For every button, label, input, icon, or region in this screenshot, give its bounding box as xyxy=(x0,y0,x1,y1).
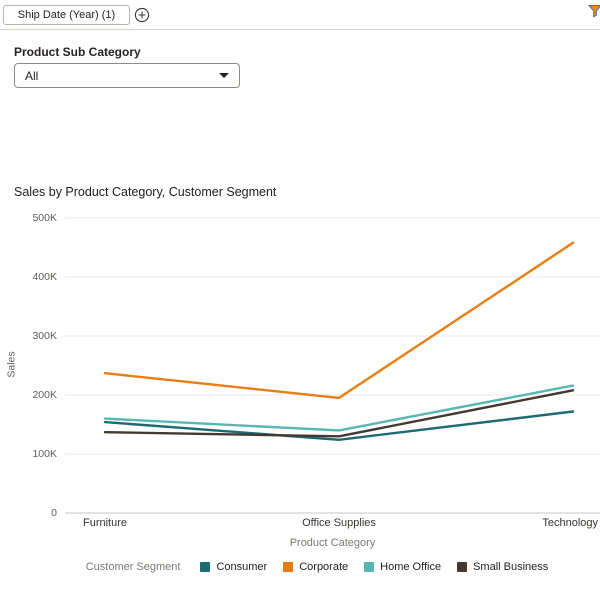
y-tick-label: 0 xyxy=(51,507,57,519)
add-filter-plus-circle-icon[interactable] xyxy=(134,7,150,23)
legend-item-consumer[interactable]: Consumer xyxy=(200,561,267,573)
legend-swatch xyxy=(364,562,375,572)
x-tick-label: Office Supplies xyxy=(302,517,376,529)
y-tick-label: 400K xyxy=(32,271,57,283)
dropdown-selected-value: All xyxy=(25,68,39,83)
legend-swatch xyxy=(283,562,294,572)
legend-label: Home Office xyxy=(380,561,442,573)
legend-label: Corporate xyxy=(299,561,349,573)
legend-title: Customer Segment xyxy=(85,561,181,573)
y-tick-label: 200K xyxy=(32,389,57,401)
legend-label: Consumer xyxy=(216,561,268,573)
ship-date-filter-chip[interactable]: Ship Date (Year) (1) xyxy=(3,5,130,25)
series-line-corporate[interactable] xyxy=(103,241,575,400)
legend-swatch xyxy=(200,562,211,572)
y-tick-label: 300K xyxy=(32,330,57,342)
ship-date-filter-label: Ship Date (Year) (1) xyxy=(17,9,116,21)
x-axis-ticks: Furniture Office Supplies Technology xyxy=(0,517,600,531)
chart-title: Sales by Product Category, Customer Segm… xyxy=(14,185,277,199)
legend-swatch xyxy=(457,562,468,572)
legend-item-corporate[interactable]: Corporate xyxy=(283,561,348,573)
product-sub-category-label: Product Sub Category xyxy=(14,45,141,59)
y-tick-label: 100K xyxy=(32,448,57,460)
legend-item-small-business[interactable]: Small Business xyxy=(457,561,548,573)
product-sub-category-dropdown[interactable]: All xyxy=(14,63,240,88)
legend-label: Small Business xyxy=(473,561,549,573)
x-tick-label: Technology xyxy=(542,517,598,529)
x-tick-label: Furniture xyxy=(82,517,128,529)
series-line-small-business[interactable] xyxy=(103,389,575,438)
series-line-consumer[interactable] xyxy=(103,410,575,441)
y-tick-label: 500K xyxy=(32,212,57,224)
y-axis-ticks: 0 100K 200K 300K 400K 500K xyxy=(0,0,57,593)
legend-items: Consumer Corporate Home Office Small Busine… xyxy=(200,561,548,573)
chart-legend: Customer Segment Consumer Corporate Home O… xyxy=(0,561,600,573)
legend-item-home-office[interactable]: Home Office xyxy=(364,561,441,573)
filter-funnel-icon[interactable] xyxy=(588,4,600,18)
filter-bar: Ship Date (Year) (1) xyxy=(0,0,600,30)
x-axis-title: Product Category xyxy=(289,537,376,549)
chevron-down-icon xyxy=(219,73,229,78)
series-line-home-office[interactable] xyxy=(103,384,575,432)
